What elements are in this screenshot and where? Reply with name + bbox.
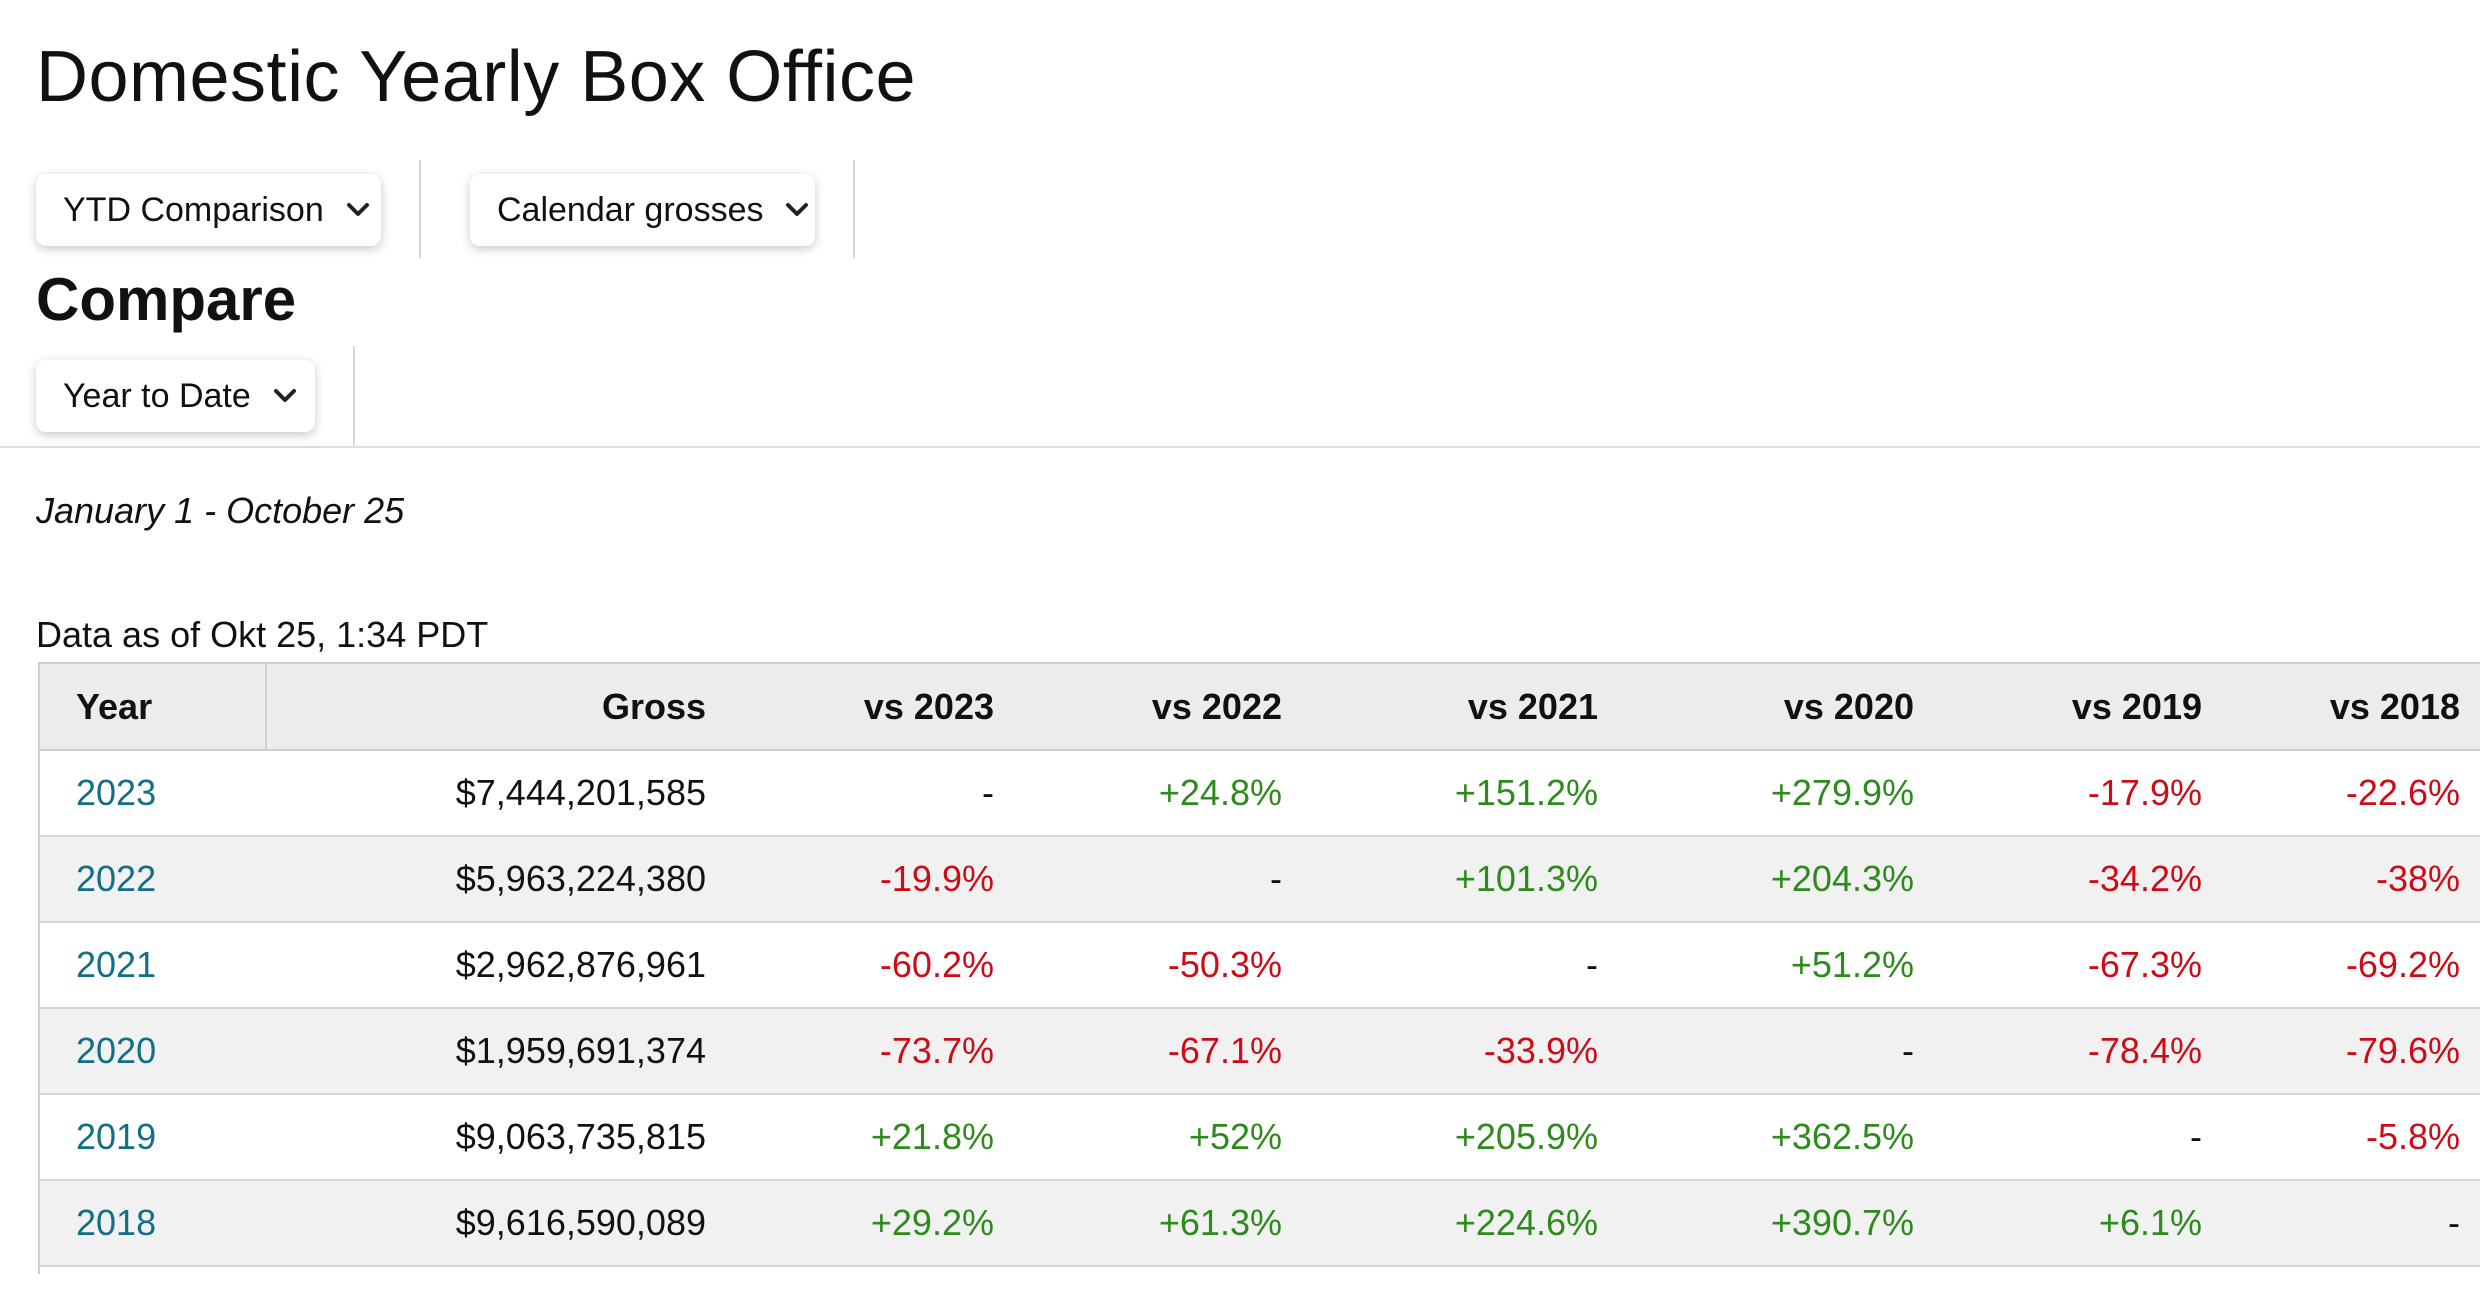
pct-cell: -: [1270, 858, 1282, 899]
pct-cell: -: [982, 772, 994, 813]
gross-cell: $7,444,201,585: [455, 772, 706, 813]
table-row: 2022 $5,963,224,380 -19.9% - +101.3% +20…: [40, 836, 2480, 922]
pct-cell: -79.6%: [2345, 1030, 2460, 1071]
pct-cell: +204.3%: [1770, 858, 1914, 899]
pct-cell: -22.6%: [2345, 772, 2460, 813]
pct-cell: +279.9%: [1770, 772, 1914, 813]
data-as-of: Data as of Okt 25, 1:34 PDT: [36, 614, 489, 655]
year-link[interactable]: 2018: [76, 1202, 157, 1243]
pct-cell: -5.8%: [2365, 1116, 2460, 1157]
pct-cell: -67.1%: [1167, 1030, 1282, 1071]
year-link[interactable]: 2021: [76, 944, 157, 985]
table-header-row: Year Gross vs 2023 vs 2022 vs 2021 vs 20…: [40, 664, 2480, 751]
pct-cell: -69.2%: [2345, 944, 2460, 985]
pct-cell: -34.2%: [2087, 858, 2202, 899]
column-header-vs-2020[interactable]: vs 2020: [1598, 664, 1914, 751]
year-link[interactable]: 2022: [76, 858, 157, 899]
column-header-gross[interactable]: Gross: [266, 664, 706, 751]
page-title: Domestic Yearly Box Office: [36, 37, 917, 117]
chevron-down-icon: [346, 197, 370, 223]
pct-cell: +52%: [1188, 1116, 1282, 1157]
compare-heading: Compare: [36, 266, 297, 333]
ytd-comparison-dropdown-label: YTD Comparison: [63, 190, 324, 229]
pct-cell: -: [2448, 1202, 2460, 1243]
pct-cell: +21.8%: [870, 1116, 994, 1157]
pct-cell: +51.2%: [1790, 944, 1914, 985]
gross-cell: $2,962,876,961: [455, 944, 706, 985]
section-divider: [0, 446, 2480, 448]
gross-cell: $5,963,224,380: [455, 858, 706, 899]
pct-cell: -: [1586, 944, 1598, 985]
gross-cell: $9,616,590,089: [455, 1202, 706, 1243]
gross-cell: $1,959,691,374: [455, 1030, 706, 1071]
year-link[interactable]: 2023: [76, 772, 157, 813]
table-row: 2019 $9,063,735,815 +21.8% +52% +205.9% …: [40, 1094, 2480, 1180]
year-cell: 2021: [40, 922, 266, 1008]
comparison-table: Year Gross vs 2023 vs 2022 vs 2021 vs 20…: [40, 664, 2480, 1267]
column-header-vs-2022[interactable]: vs 2022: [994, 664, 1282, 751]
pct-cell: -60.2%: [879, 944, 994, 985]
pct-cell: -73.7%: [879, 1030, 994, 1071]
comparison-table-container: Year Gross vs 2023 vs 2022 vs 2021 vs 20…: [38, 662, 2480, 1274]
table-row: 2020 $1,959,691,374 -73.7% -67.1% -33.9%…: [40, 1008, 2480, 1094]
pct-cell: +224.6%: [1454, 1202, 1598, 1243]
table-row: 2018 $9,616,590,089 +29.2% +61.3% +224.6…: [40, 1180, 2480, 1266]
chevron-down-icon: [785, 197, 809, 223]
year-link[interactable]: 2019: [76, 1116, 157, 1157]
pct-cell: -38%: [2375, 858, 2460, 899]
pct-cell: -: [2190, 1116, 2202, 1157]
pct-cell: -: [1902, 1030, 1914, 1071]
pct-cell: +6.1%: [2098, 1202, 2202, 1243]
pct-cell: -17.9%: [2087, 772, 2202, 813]
calendar-grosses-dropdown[interactable]: Calendar grosses: [470, 174, 815, 246]
pct-cell: +29.2%: [870, 1202, 994, 1243]
column-header-vs-2018[interactable]: vs 2018: [2202, 664, 2480, 751]
column-header-year[interactable]: Year: [40, 664, 267, 751]
filter-divider: [419, 160, 421, 258]
filter-divider: [853, 160, 855, 258]
pct-cell: +101.3%: [1454, 858, 1598, 899]
pct-cell: -33.9%: [1483, 1030, 1598, 1071]
calendar-grosses-dropdown-label: Calendar grosses: [497, 190, 764, 229]
date-range: January 1 - October 25: [36, 490, 405, 531]
gross-cell: $9,063,735,815: [455, 1116, 706, 1157]
column-header-vs-2019[interactable]: vs 2019: [1914, 664, 2202, 751]
pct-cell: +151.2%: [1454, 772, 1598, 813]
year-to-date-dropdown-label: Year to Date: [63, 376, 251, 415]
pct-cell: -19.9%: [879, 858, 994, 899]
table-row: 2021 $2,962,876,961 -60.2% -50.3% - +51.…: [40, 922, 2480, 1008]
column-header-vs-2021[interactable]: vs 2021: [1282, 664, 1598, 751]
column-header-vs-2023[interactable]: vs 2023: [706, 664, 994, 751]
pct-cell: +24.8%: [1158, 772, 1282, 813]
pct-cell: -50.3%: [1167, 944, 1282, 985]
pct-cell: +362.5%: [1770, 1116, 1914, 1157]
year-to-date-dropdown[interactable]: Year to Date: [36, 360, 315, 432]
pct-cell: +61.3%: [1158, 1202, 1282, 1243]
year-cell: 2019: [40, 1094, 266, 1180]
pct-cell: -67.3%: [2087, 944, 2202, 985]
filter-divider: [353, 346, 355, 446]
year-link[interactable]: 2020: [76, 1030, 157, 1071]
year-cell: 2018: [40, 1180, 266, 1266]
table-row: 2023 $7,444,201,585 - +24.8% +151.2% +27…: [40, 750, 2480, 836]
chevron-down-icon: [273, 383, 297, 409]
year-cell: 2020: [40, 1008, 266, 1094]
year-cell: 2023: [40, 750, 266, 836]
pct-cell: +205.9%: [1454, 1116, 1598, 1157]
ytd-comparison-dropdown[interactable]: YTD Comparison: [36, 174, 381, 246]
year-cell: 2022: [40, 836, 266, 922]
pct-cell: -78.4%: [2087, 1030, 2202, 1071]
pct-cell: +390.7%: [1770, 1202, 1914, 1243]
